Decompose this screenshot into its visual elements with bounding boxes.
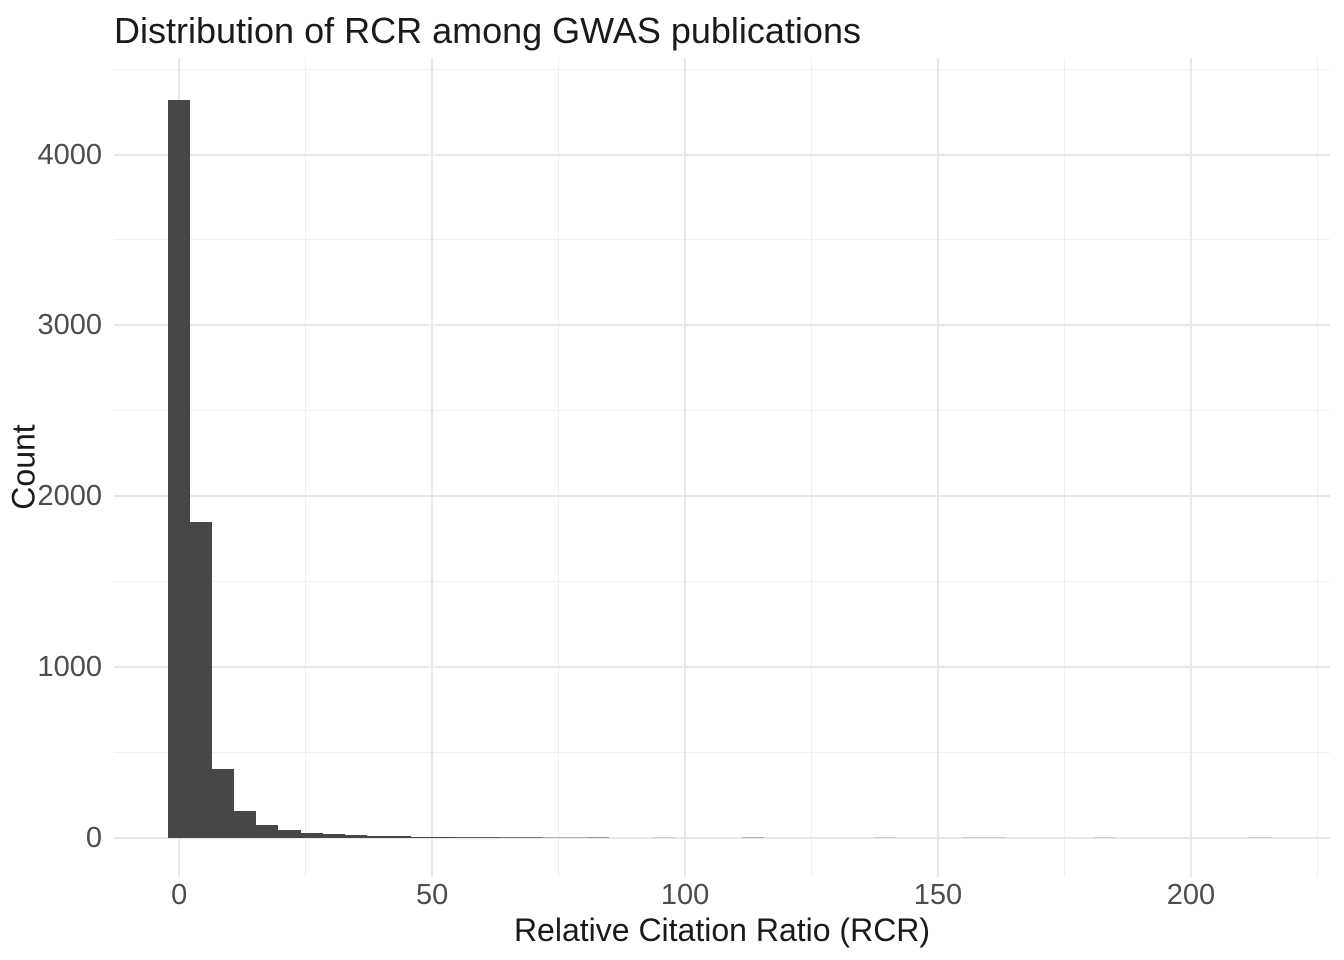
histogram-bar — [344, 835, 367, 838]
histogram-bar — [234, 810, 257, 838]
histogram-bar — [499, 836, 522, 838]
histogram-bar — [410, 836, 433, 838]
x-tick-label: 100 — [660, 879, 710, 911]
gridline-y-major — [114, 324, 1330, 327]
gridline-y-minor — [114, 410, 1330, 412]
histogram-bar — [543, 836, 566, 838]
y-axis-title-text: Count — [5, 424, 42, 510]
plot-panel — [114, 58, 1330, 877]
y-tick-label: 3000 — [37, 309, 102, 342]
gridline-y-major — [114, 836, 1330, 839]
x-axis-title: Relative Citation Ratio (RCR) — [513, 912, 931, 948]
histogram-bar — [212, 769, 235, 838]
histogram-bar — [653, 836, 676, 838]
histogram-bar — [476, 836, 500, 838]
gridline-x-minor — [1316, 58, 1318, 877]
gridline-y-minor — [114, 68, 1330, 70]
gridline-x-minor — [305, 58, 307, 877]
gridline-x-minor — [811, 58, 813, 877]
gridline-x-major — [1189, 58, 1192, 877]
gridline-x-minor — [1063, 58, 1065, 877]
histogram-bar — [300, 832, 323, 838]
histogram-bar — [521, 836, 544, 838]
gridline-y-minor — [114, 751, 1330, 753]
histogram-bar — [1094, 836, 1117, 838]
gridline-x-major — [431, 58, 434, 877]
histogram-bar — [432, 836, 455, 838]
histogram-bar — [322, 833, 345, 838]
gridline-x-major — [684, 58, 687, 877]
x-tick-label: 0 — [171, 879, 188, 911]
histogram-bar — [454, 836, 477, 838]
histogram-bar — [565, 836, 588, 838]
x-tick-label: 150 — [913, 879, 963, 911]
histogram-bar — [190, 521, 213, 838]
histogram-bar — [1248, 836, 1271, 838]
gridline-y-major — [114, 665, 1330, 668]
histogram-bar — [587, 836, 610, 838]
gridline-x-major — [936, 58, 939, 877]
histogram-bar — [168, 99, 191, 838]
gridline-y-major — [114, 153, 1330, 156]
gridline-y-major — [114, 495, 1330, 498]
gridline-x-minor — [558, 58, 560, 877]
histogram-bar — [984, 836, 1007, 838]
y-tick-label: 0 — [85, 821, 102, 854]
y-tick-label: 2000 — [37, 480, 102, 513]
histogram-bar — [388, 836, 411, 838]
histogram-bar — [366, 836, 389, 838]
x-tick-label: 50 — [416, 879, 449, 911]
y-tick-label: 4000 — [37, 138, 102, 171]
histogram-bar — [962, 836, 985, 838]
y-tick-label: 1000 — [37, 650, 102, 683]
gridline-y-minor — [114, 239, 1330, 241]
chart-title: Distribution of RCR among GWAS publicati… — [114, 10, 861, 51]
histogram-bar — [873, 836, 896, 838]
gridline-y-minor — [114, 581, 1330, 582]
histogram-bar — [741, 836, 764, 838]
histogram-bar — [278, 830, 301, 838]
histogram-bar — [256, 824, 279, 838]
x-tick-label: 200 — [1166, 879, 1216, 911]
